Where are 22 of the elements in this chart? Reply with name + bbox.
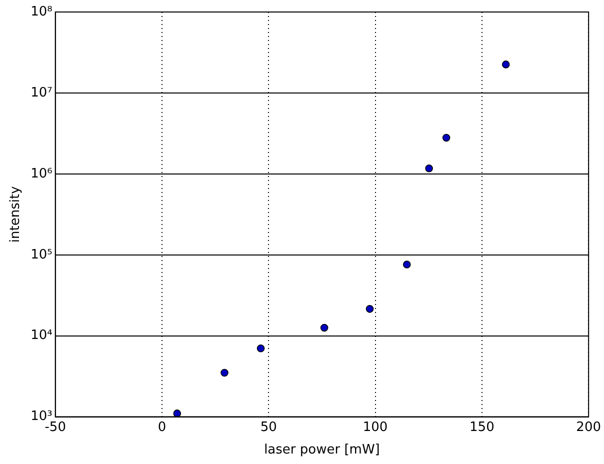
point (425, 164, 433, 172)
y-tick-label: 10⁴ (30, 328, 52, 344)
x-tick-label: 100 (362, 420, 388, 435)
y-tick-label: 10⁷ (30, 85, 52, 100)
x-tick-label: 0 (158, 420, 166, 435)
y-tick-label: 10⁵ (30, 247, 52, 262)
x-tick-label: 50 (260, 420, 277, 435)
y-tick-label: 10⁶ (30, 166, 52, 182)
x-axis-title: laser power [mW] (264, 442, 380, 458)
point (173, 410, 182, 417)
x-tick-label: -50 (44, 420, 66, 435)
x-tick-label: 150 (470, 420, 494, 435)
x-tick-label: 200 (576, 420, 602, 435)
point (366, 305, 374, 313)
point (442, 134, 450, 142)
point (502, 60, 510, 68)
point (220, 368, 228, 377)
y-tick-label: 10⁸ (30, 4, 52, 20)
point (256, 344, 265, 352)
point (402, 260, 411, 268)
point (320, 324, 328, 332)
y-axis-title: intensity (8, 186, 24, 243)
